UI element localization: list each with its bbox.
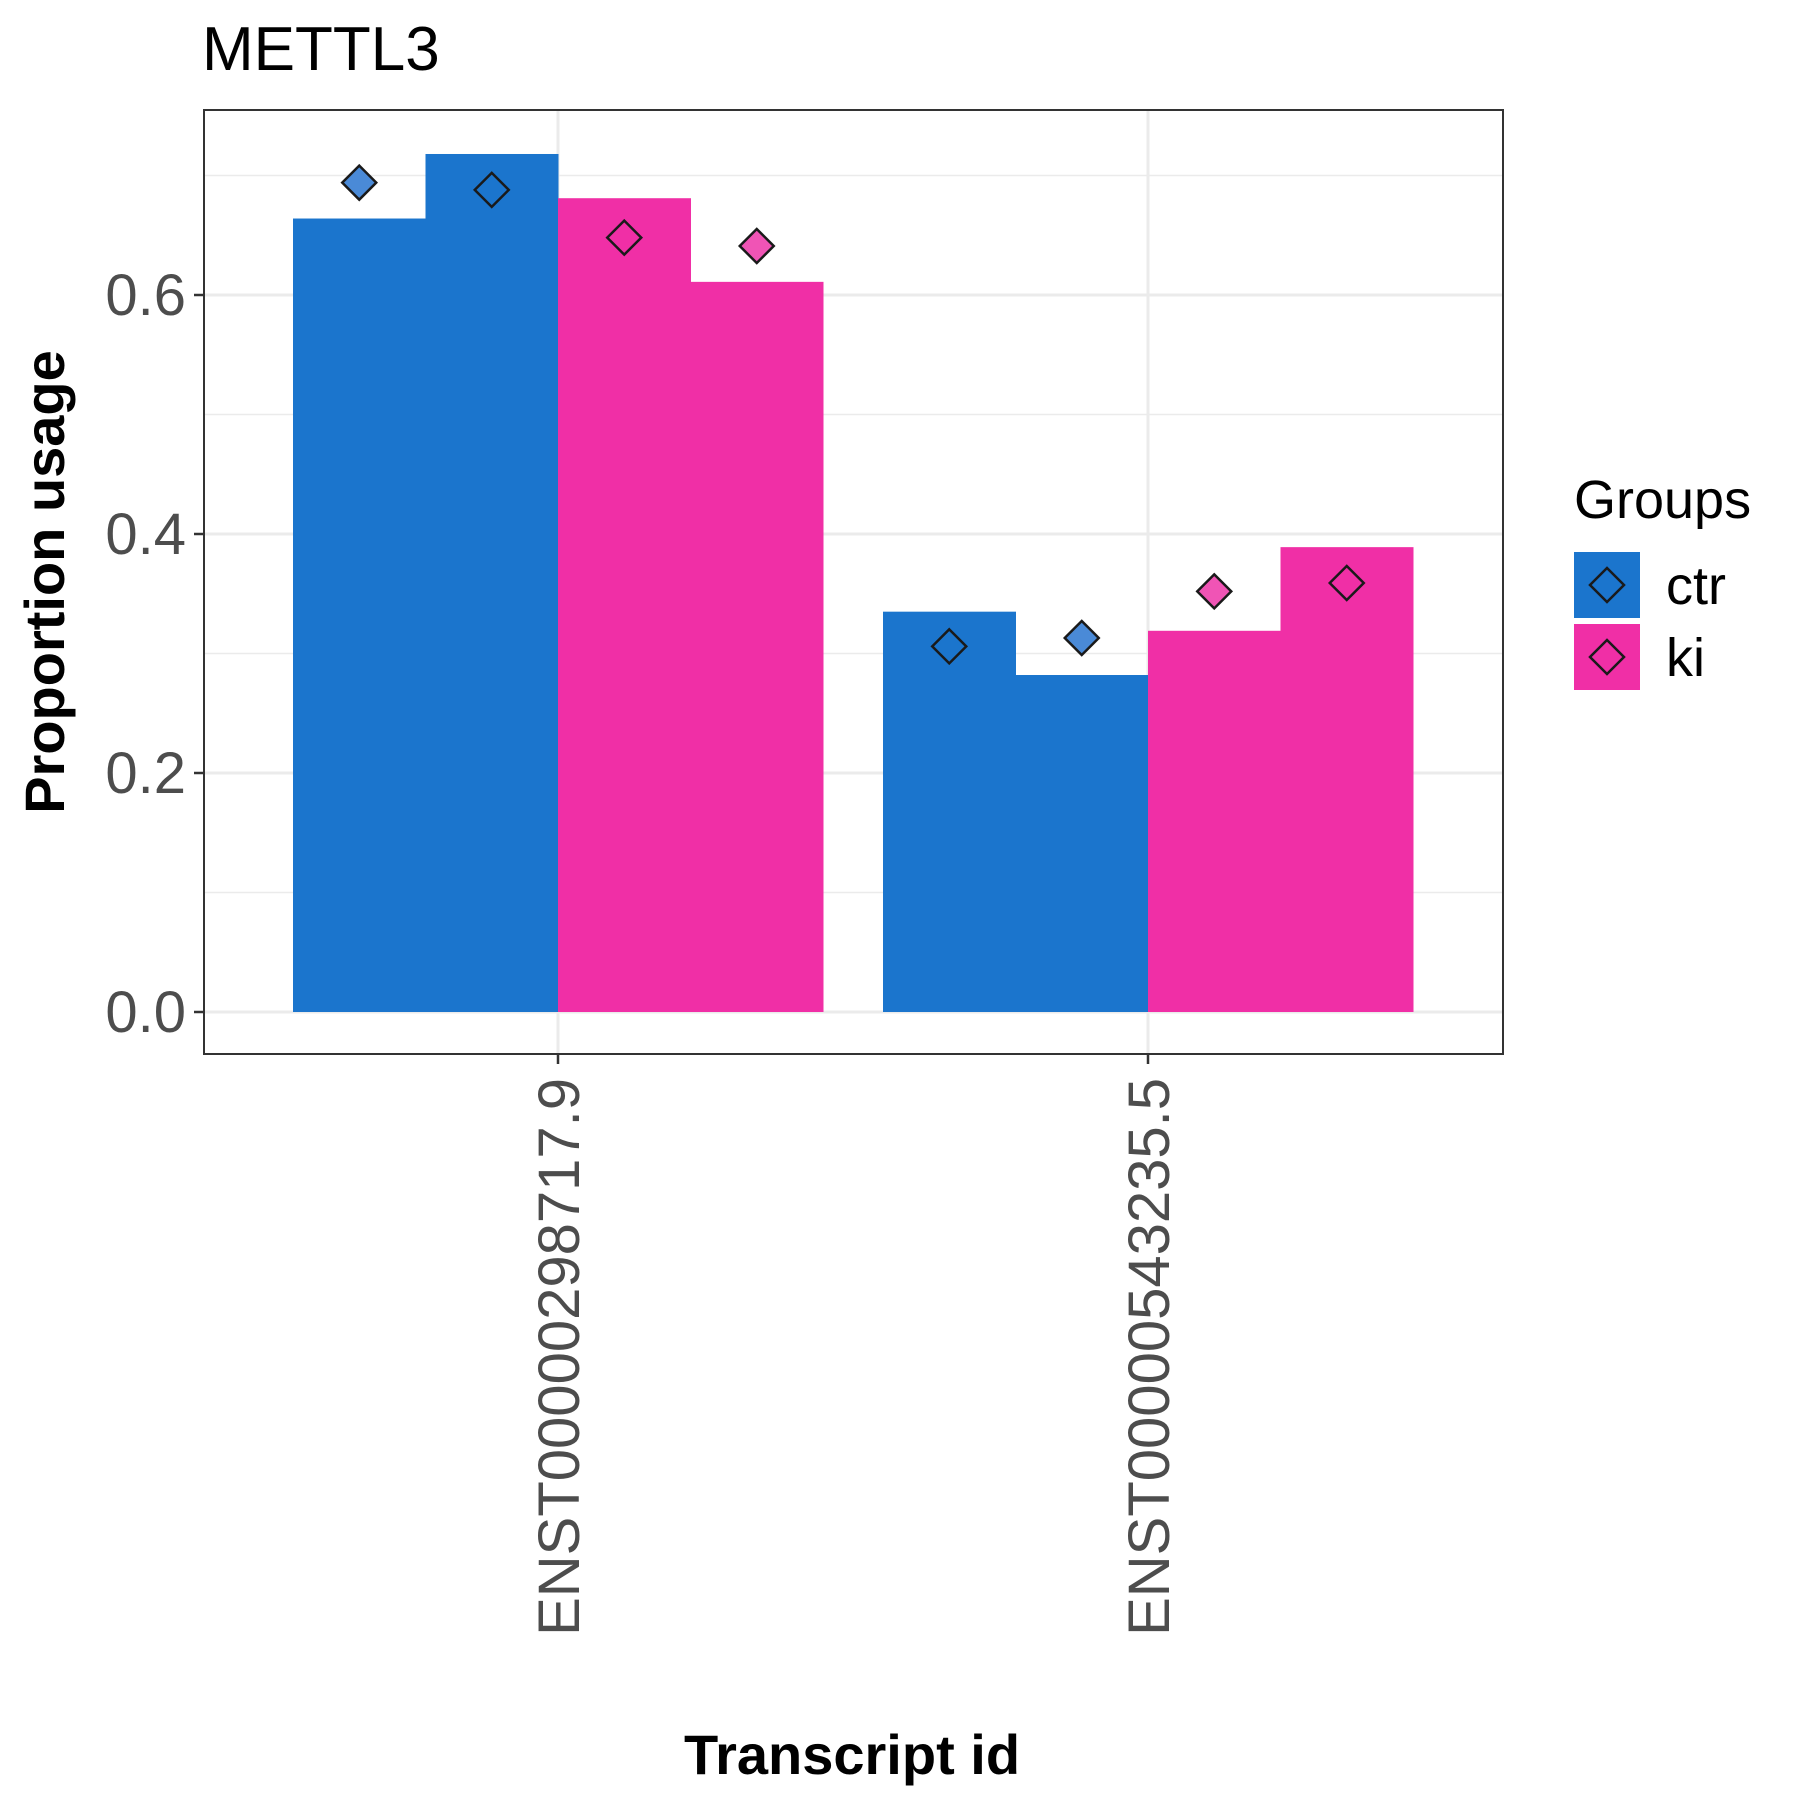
y-tick-label: 0.4 <box>105 502 186 567</box>
bar-ki <box>1148 630 1281 1012</box>
point-ki <box>1327 564 1366 602</box>
bar-ctr <box>883 611 1016 1012</box>
y-tick-label: 0.2 <box>105 741 186 806</box>
point-ctr <box>472 171 511 209</box>
legend: Groups ctr ki <box>1574 470 1751 690</box>
point-ctr <box>340 163 379 202</box>
legend-label-ki: ki <box>1666 628 1705 688</box>
chart-title: METTL3 <box>202 15 440 84</box>
y-tick-label: 0.0 <box>105 980 186 1045</box>
x-axis: ENST00000298717.9 ENST00000543235.5 <box>527 1054 1182 1636</box>
legend-label-ctr: ctr <box>1666 556 1726 616</box>
bar-ki <box>558 198 691 1012</box>
legend-marker-ki <box>1588 638 1626 676</box>
panel-border <box>203 109 1504 1055</box>
point-ki <box>737 227 776 265</box>
points <box>340 163 1366 666</box>
bars <box>293 153 1414 1013</box>
legend-marker-ctr <box>1588 566 1626 604</box>
bar-ctr <box>293 218 426 1012</box>
y-axis-title: Proportion usage <box>13 350 76 814</box>
legend-title: Groups <box>1574 470 1751 530</box>
x-axis-title: Transcript id <box>684 1723 1020 1786</box>
legend-key-ki <box>1574 624 1640 690</box>
x-tick-label: ENST00000298717.9 <box>527 1078 592 1636</box>
point-ctr <box>1062 619 1101 657</box>
x-tick-label: ENST00000543235.5 <box>1117 1078 1182 1636</box>
point-ki <box>605 218 644 257</box>
bar-ctr <box>425 153 559 1013</box>
plot-panel <box>203 109 1504 1055</box>
y-axis: 0.0 0.2 0.4 0.6 <box>105 263 204 1045</box>
bar-ki <box>690 281 824 1013</box>
point-ctr <box>930 627 969 666</box>
legend-key-ctr <box>1574 552 1640 618</box>
bar-ctr <box>1015 675 1149 1012</box>
legend-items: ctr ki <box>1574 552 1726 690</box>
y-tick-label: 0.6 <box>105 263 186 328</box>
bar-ki <box>1280 547 1414 1012</box>
point-ki <box>1195 572 1234 611</box>
